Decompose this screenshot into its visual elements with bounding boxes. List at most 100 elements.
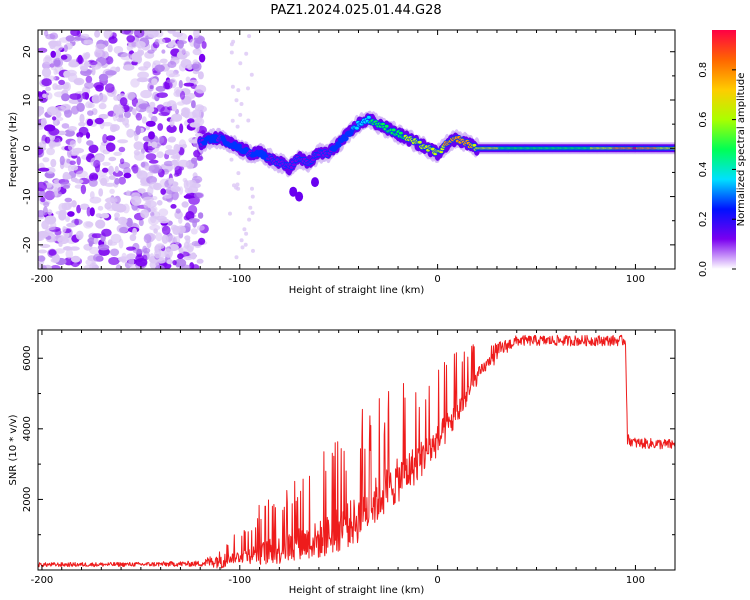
noise-cell (178, 247, 184, 253)
noise-cell (117, 216, 128, 225)
noise-cell (171, 159, 178, 165)
x-tick-label: 0 (434, 575, 440, 586)
noise-cell (61, 123, 70, 129)
noise-cell (179, 90, 186, 100)
noise-cell (76, 56, 84, 65)
noise-cell (98, 93, 108, 103)
y-tick-label: 0 (22, 145, 33, 151)
noise-cell (91, 94, 101, 104)
snr-panel: -200 -100 0 100 2000 4000 6000 Height of straig… (8, 329, 676, 596)
noise-cell (188, 204, 198, 215)
noise-cell (94, 117, 104, 125)
noise-cell (38, 181, 47, 192)
noise-cell (115, 264, 122, 269)
noise-cell (57, 130, 67, 136)
noise-cell (230, 118, 235, 123)
noise-cell (105, 142, 116, 152)
noise-cell (166, 124, 177, 133)
noise-cell (68, 61, 80, 68)
noise-cell (45, 86, 51, 92)
noise-cell (58, 202, 68, 212)
noise-cell (93, 253, 103, 262)
noise-cell (86, 118, 94, 126)
noise-cell (187, 118, 195, 124)
noise-cell (78, 126, 89, 136)
noise-cell (150, 215, 157, 224)
noise-cell (108, 257, 120, 265)
noise-cell (84, 81, 94, 89)
noise-cell (192, 48, 202, 56)
noise-cell (239, 238, 244, 243)
noise-cell (229, 50, 234, 55)
noise-cell (156, 151, 164, 159)
noise-cell (52, 57, 64, 68)
noise-cell (136, 77, 149, 83)
noise-cell (65, 249, 74, 259)
noise-cell (64, 109, 72, 118)
ridge-core (354, 126, 359, 130)
noise-cell (151, 196, 158, 201)
noise-cell (168, 73, 181, 78)
noise-cell (178, 80, 183, 89)
noise-cell (64, 197, 73, 203)
noise-cell (126, 128, 135, 138)
noise-cell (86, 206, 92, 217)
y-tick-label: -10 (22, 188, 33, 204)
noise-cell (53, 44, 64, 52)
noise-cell (161, 49, 166, 54)
noise-cell (110, 233, 122, 244)
noise-cell (88, 240, 93, 247)
noise-cell (63, 246, 72, 251)
noise-cell (98, 113, 109, 120)
noise-cell (163, 101, 172, 108)
noise-cell (150, 115, 158, 123)
noise-cell (38, 249, 48, 254)
noise-cell (89, 174, 94, 181)
noise-cell (135, 258, 148, 267)
noise-cell (190, 228, 198, 235)
ridge-core (417, 140, 422, 144)
ridge-edge (311, 177, 319, 188)
noise-cell (173, 86, 183, 94)
noise-cell (177, 40, 185, 49)
noise-cell (238, 61, 243, 66)
noise-cell (106, 135, 116, 142)
noise-cell (85, 258, 95, 266)
noise-cell (167, 61, 177, 68)
noise-cell (147, 82, 155, 92)
noise-cell (143, 234, 152, 244)
colorbar-tick-label: 0.0 (698, 261, 709, 277)
x-axis-label: Height of straight line (km) (289, 585, 425, 596)
noise-cell (168, 177, 174, 185)
ridge-core (344, 137, 349, 140)
noise-cell (62, 82, 70, 90)
noise-cell (171, 113, 183, 122)
noise-cell (236, 186, 241, 191)
noise-cell (109, 188, 115, 194)
noise-cell (95, 43, 106, 50)
noise-cell (157, 123, 164, 131)
x-tick-label: -200 (31, 575, 54, 586)
noise-cell (71, 255, 81, 263)
noise-cell (100, 213, 110, 219)
noise-cell (101, 228, 112, 237)
noise-cell (184, 235, 191, 241)
noise-cell (80, 184, 87, 195)
ridge-core (289, 166, 294, 169)
spectrogram-cells (38, 30, 675, 269)
noise-cell (148, 131, 155, 140)
ridge-core (203, 141, 207, 145)
noise-cell (79, 203, 90, 210)
noise-cell (94, 30, 101, 38)
noise-cell (60, 54, 68, 60)
noise-cell (98, 188, 104, 197)
noise-cell (58, 209, 67, 217)
noise-cell (160, 188, 166, 195)
noise-cell (146, 176, 158, 184)
noise-cell (54, 234, 66, 242)
noise-cell (184, 187, 193, 194)
noise-cell (50, 50, 56, 58)
noise-cell (104, 83, 115, 93)
noise-cell (112, 112, 118, 122)
snr-series-line (37, 334, 676, 569)
